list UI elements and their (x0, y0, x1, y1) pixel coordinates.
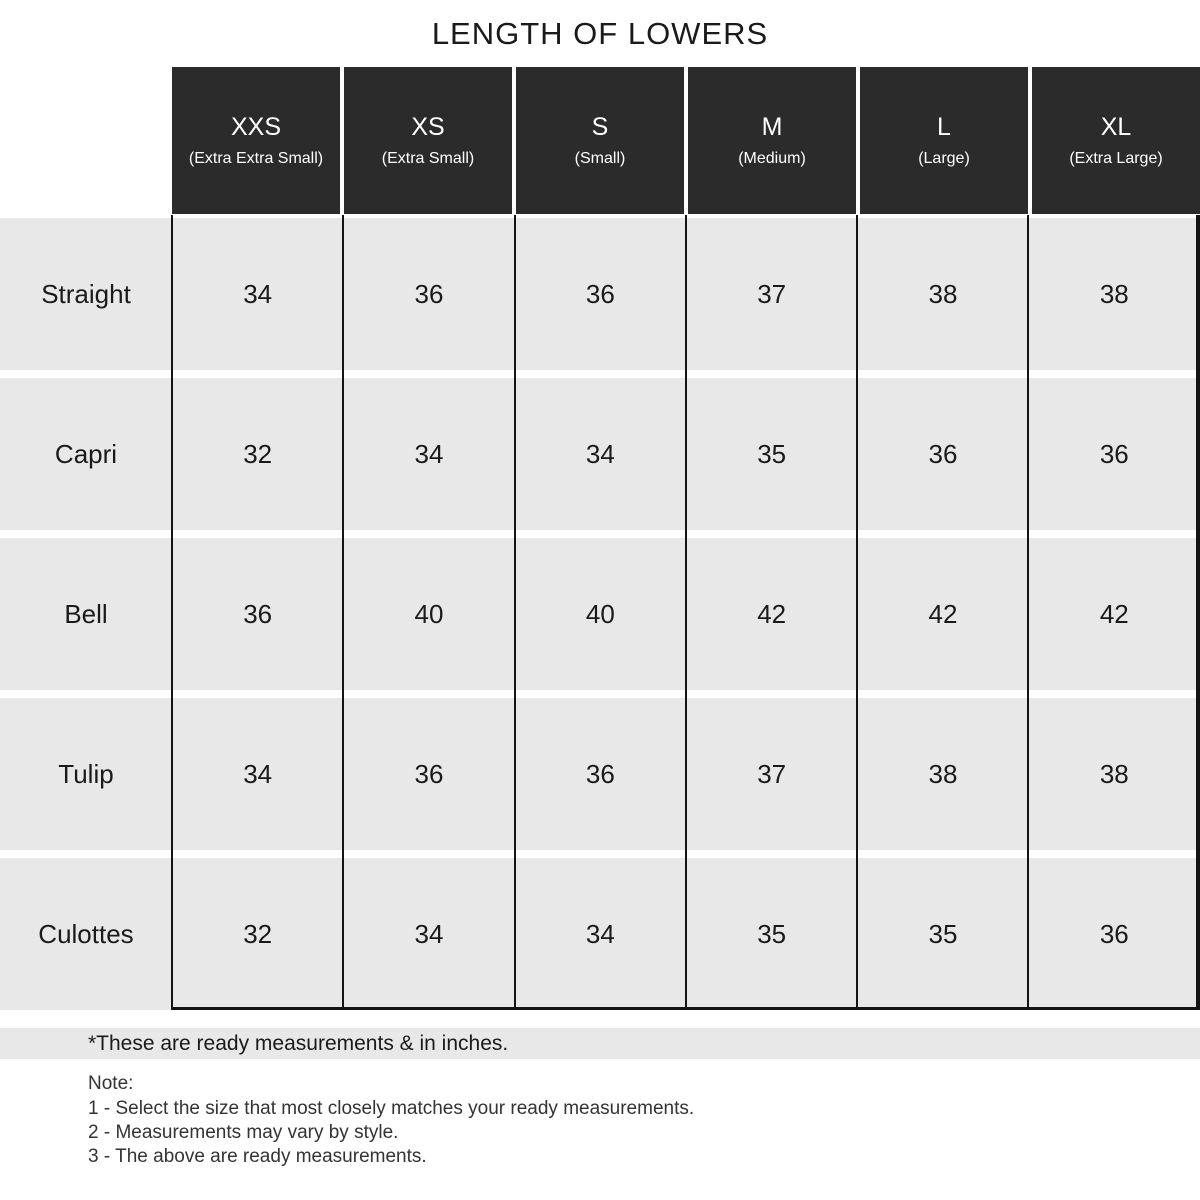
grid-vline (685, 215, 687, 1010)
grid-vline (1027, 215, 1029, 1010)
header-cell-xl: XL (Extra Large) (1032, 67, 1200, 214)
cell-value: 34 (414, 438, 444, 469)
header-cell-xxs: XXS (Extra Extra Small) (172, 67, 340, 214)
size-label: (Extra Large) (1069, 150, 1163, 167)
table-row-straight: Straight 34 36 36 37 38 38 (0, 218, 1200, 370)
row-label: Bell (64, 598, 108, 629)
cell-value: 40 (414, 598, 444, 629)
size-code: XXS (230, 113, 282, 141)
cell-value: 32 (243, 918, 273, 949)
cell-value: 34 (414, 918, 444, 949)
size-code: L (937, 113, 951, 141)
cell-value: 37 (757, 278, 787, 309)
cell-value: 32 (243, 438, 273, 469)
cell-value: 36 (928, 438, 958, 469)
note-item-1: 1 - Select the size that most closely ma… (88, 1098, 695, 1119)
cell-value: 38 (928, 278, 958, 309)
table-row-capri: Capri 32 34 34 35 36 36 (0, 378, 1200, 530)
cell-value: 34 (243, 758, 273, 789)
size-code: M (761, 113, 783, 141)
size-table-body: Straight 34 36 36 37 38 38 Capri 32 34 3… (0, 218, 1200, 1010)
footnote-band: *These are ready measurements & in inche… (0, 1028, 1200, 1059)
size-label: (Small) (574, 150, 626, 167)
size-code: XS (411, 113, 445, 141)
grid-vline (1196, 215, 1200, 1010)
row-label: Culottes (38, 918, 134, 949)
size-label: (Extra Extra Small) (188, 150, 324, 167)
cell-value: 36 (1099, 918, 1129, 949)
cell-value: 36 (243, 598, 273, 629)
grid-vline (514, 215, 516, 1010)
table-row-bell: Bell 36 40 40 42 42 42 (0, 538, 1200, 690)
cell-value: 36 (585, 278, 615, 309)
cell-value: 37 (757, 758, 787, 789)
notes-block: Note: 1 - Select the size that most clos… (88, 1072, 694, 1169)
cell-value: 42 (1099, 598, 1129, 629)
cell-value: 40 (585, 598, 615, 629)
cell-value: 36 (414, 758, 444, 789)
cell-value: 42 (757, 598, 787, 629)
header-cell-m: M (Medium) (688, 67, 856, 214)
cell-value: 34 (585, 438, 615, 469)
cell-value: 36 (1099, 438, 1129, 469)
table-row-tulip: Tulip 34 36 36 37 38 38 (0, 698, 1200, 850)
cell-value: 38 (1099, 278, 1129, 309)
grid-vline (342, 215, 344, 1010)
table-header-row: XXS (Extra Extra Small) XS (Extra Small)… (172, 67, 1200, 214)
cell-value: 35 (757, 918, 787, 949)
size-code: XL (1100, 113, 1132, 141)
header-cell-s: S (Small) (516, 67, 684, 214)
cell-value: 38 (928, 758, 958, 789)
table-bottom-border (171, 1007, 1200, 1010)
row-label: Straight (41, 278, 131, 309)
header-cell-xs: XS (Extra Small) (344, 67, 512, 214)
cell-value: 36 (414, 278, 444, 309)
page-title: LENGTH OF LOWERS (431, 16, 769, 51)
cell-value: 42 (928, 598, 958, 629)
size-label: (Large) (918, 150, 970, 167)
cell-value: 35 (757, 438, 787, 469)
cell-value: 38 (1099, 758, 1129, 789)
size-label: (Extra Small) (381, 150, 475, 167)
note-item-3: 3 - The above are ready measurements. (88, 1146, 427, 1167)
table-row-culottes: Culottes 32 34 34 35 35 36 (0, 858, 1200, 1010)
grid-vline (856, 215, 858, 1010)
row-label: Capri (54, 438, 118, 469)
cell-value: 36 (585, 758, 615, 789)
note-item-2: 2 - Measurements may vary by style. (88, 1122, 399, 1143)
header-cell-l: L (Large) (860, 67, 1028, 214)
size-label: (Medium) (738, 150, 806, 167)
footnote-text: *These are ready measurements & in inche… (88, 1031, 509, 1055)
row-label: Tulip (58, 758, 114, 789)
notes-heading: Note: (88, 1073, 134, 1094)
cell-value: 34 (585, 918, 615, 949)
size-code: S (591, 113, 609, 141)
grid-vline (171, 215, 173, 1010)
cell-value: 34 (243, 278, 273, 309)
cell-value: 35 (928, 918, 958, 949)
